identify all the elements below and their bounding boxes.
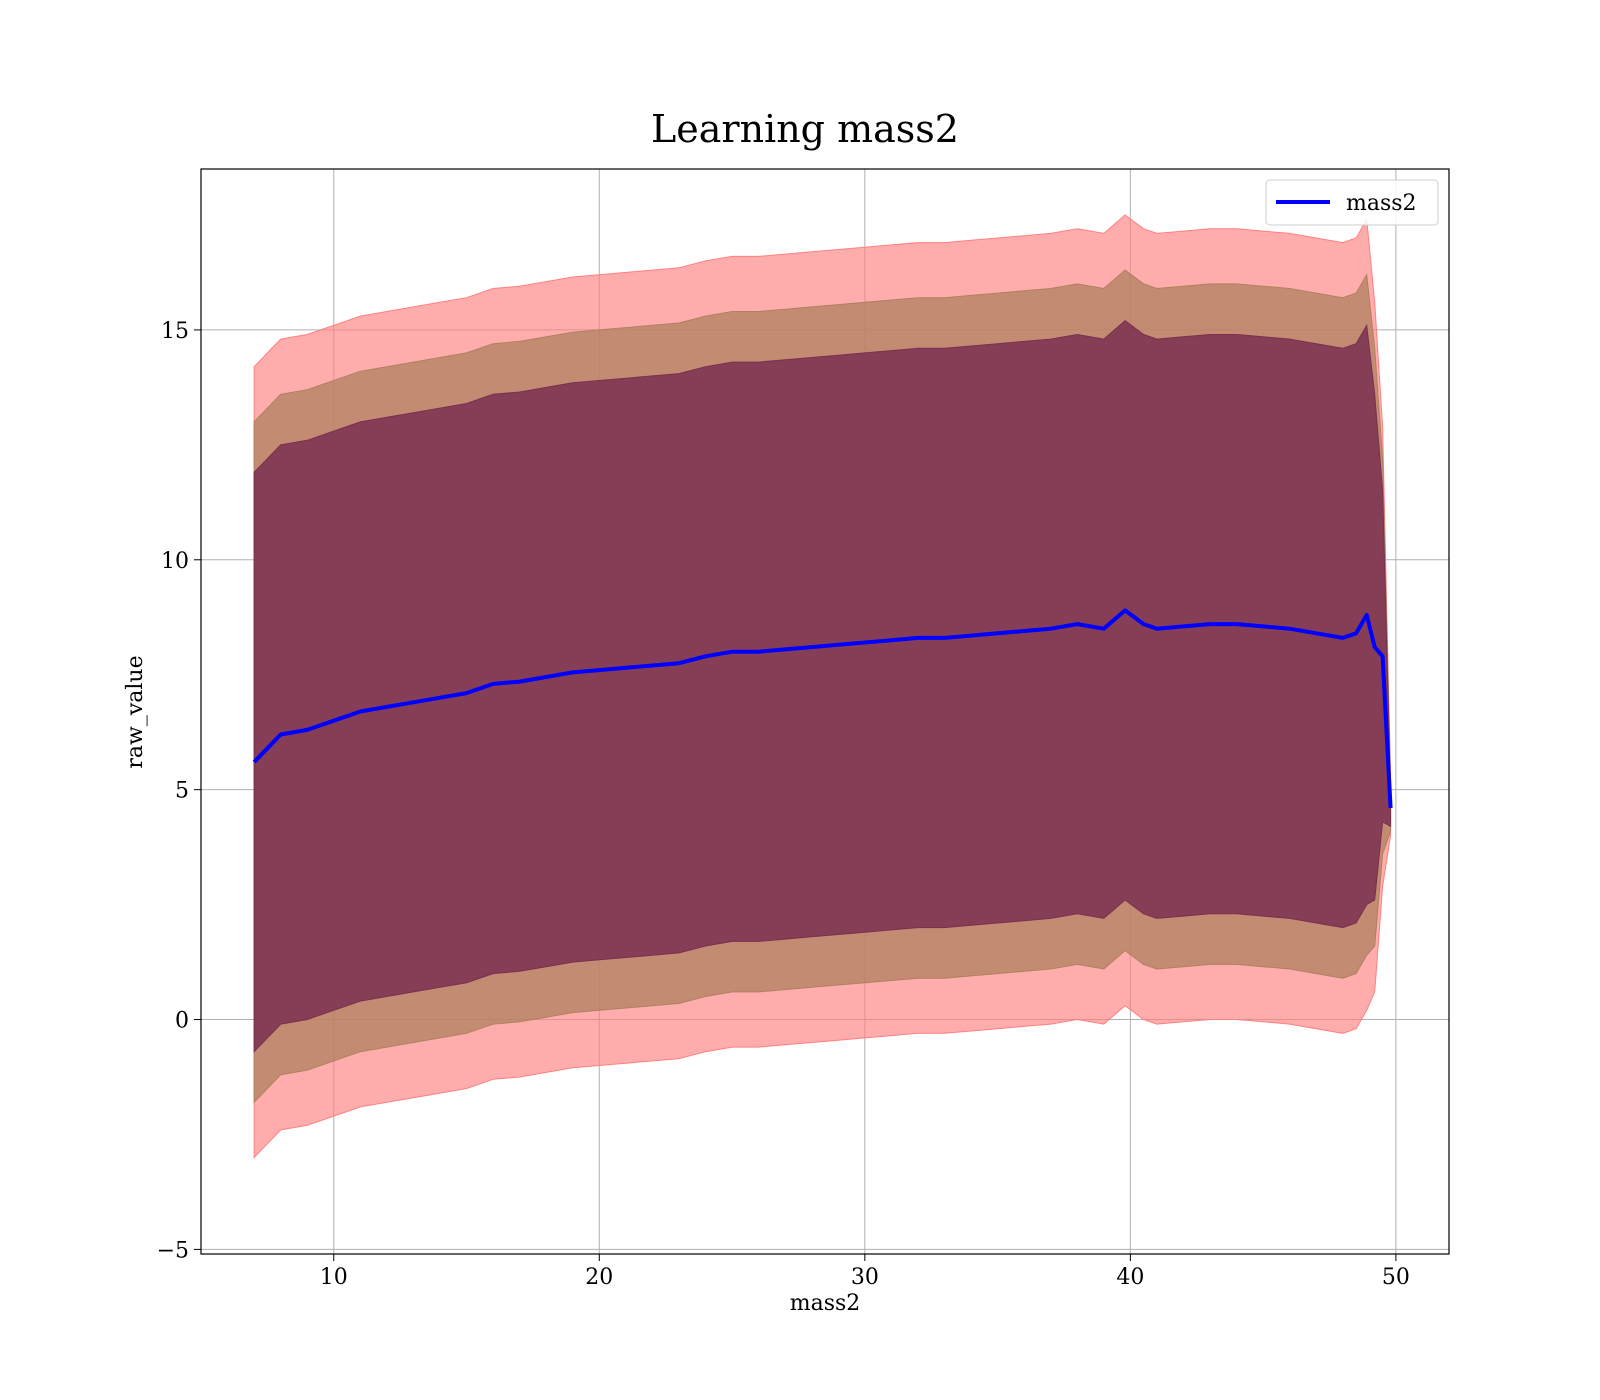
x-tick-label: 30 — [851, 1265, 879, 1290]
y-tick-label: 15 — [161, 319, 189, 344]
legend: mass2 — [1265, 179, 1439, 226]
x-tick-label: 50 — [1382, 1265, 1410, 1290]
x-tick-label: 10 — [320, 1265, 348, 1290]
y-tick-label: −5 — [157, 1238, 189, 1263]
chart-title: Learning mass2 — [651, 107, 959, 151]
axis-ticks: 10 20 30 40 50 −5 0 5 10 15 — [157, 319, 1410, 1290]
legend-box — [1265, 179, 1439, 226]
x-tick-label: 20 — [585, 1265, 613, 1290]
x-axis-label: mass2 — [790, 1291, 861, 1316]
series-lines — [252, 608, 1393, 809]
legend-entry-mass2: mass2 — [1346, 191, 1417, 216]
y-tick-label: 0 — [175, 1009, 189, 1034]
plot-frame — [200, 168, 1450, 1255]
uncertainty-bands — [253, 214, 1392, 1159]
series-line-mass2 — [252, 608, 1393, 809]
y-axis-label: raw_value — [123, 655, 148, 768]
y-tick-label: 10 — [161, 549, 189, 574]
y-tick-label: 5 — [175, 779, 189, 804]
x-tick-label: 40 — [1116, 1265, 1144, 1290]
band-inner — [253, 320, 1392, 1053]
